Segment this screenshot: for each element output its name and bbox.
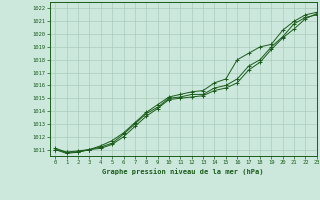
X-axis label: Graphe pression niveau de la mer (hPa): Graphe pression niveau de la mer (hPa) xyxy=(102,168,264,175)
